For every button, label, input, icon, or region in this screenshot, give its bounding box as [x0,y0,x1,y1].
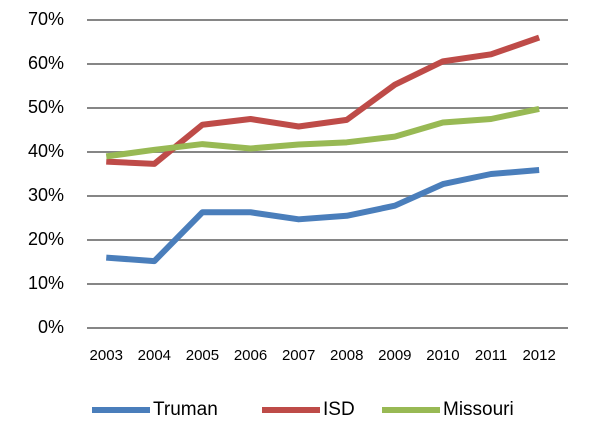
y-tick-label: 0% [38,317,64,337]
legend-label: ISD [323,399,355,420]
y-tick-label: 70% [28,9,64,29]
y-tick-label: 40% [28,141,64,161]
x-tick-label: 2011 [475,347,507,364]
y-tick-label: 20% [28,229,64,249]
y-tick-label: 10% [28,273,64,293]
legend-label: Missouri [443,399,514,420]
x-tick-label: 2008 [330,347,363,364]
x-tick-label: 2012 [522,347,555,364]
y-tick-label: 30% [28,185,64,205]
x-tick-label: 2004 [138,347,171,364]
x-tick-label: 2003 [90,347,123,364]
x-tick-label: 2009 [378,347,411,364]
x-tick-label: 2010 [426,347,459,364]
y-tick-label: 50% [28,97,64,117]
line [105,105,540,160]
legend-label: Truman [153,399,218,420]
y-tick-label: 60% [28,53,64,73]
x-tick-label: 2007 [282,347,315,364]
x-tick-label: 2006 [234,347,267,364]
x-tick-label: 2005 [186,347,219,364]
line [106,167,540,265]
